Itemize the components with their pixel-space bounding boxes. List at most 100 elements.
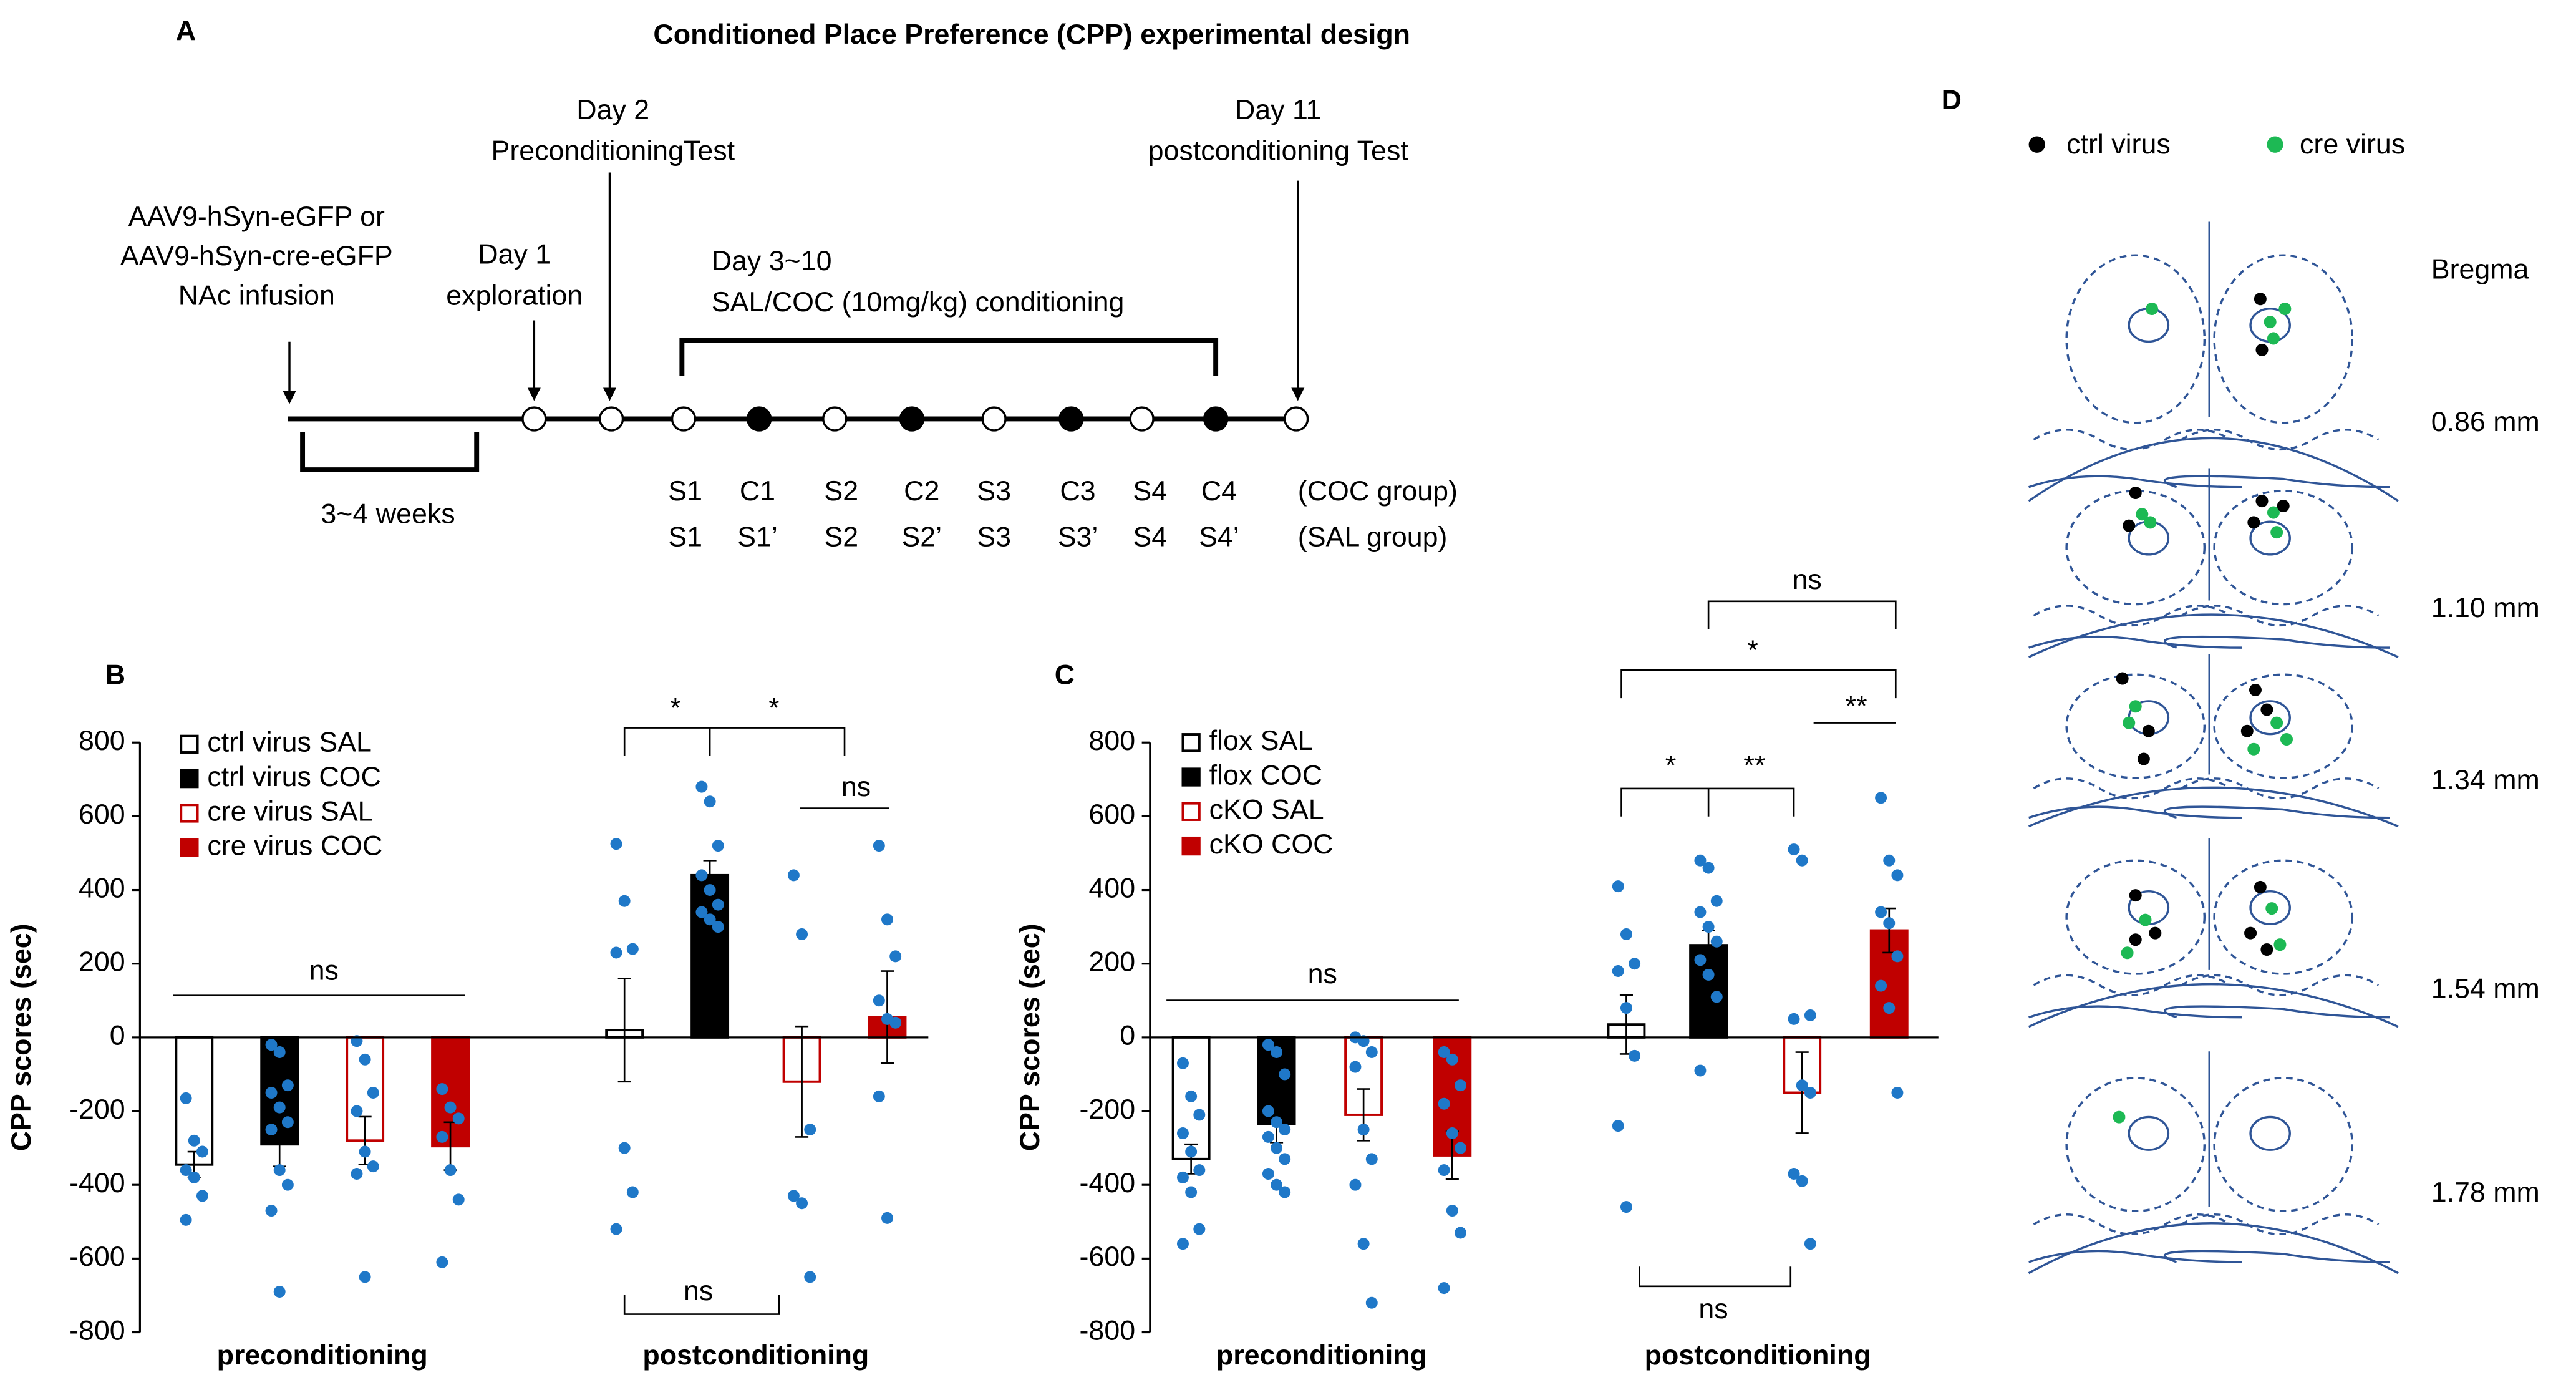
data-point	[1702, 968, 1715, 981]
y-tick-label: 800	[79, 725, 125, 756]
group-label: (SAL group)	[1298, 522, 1448, 553]
data-point	[796, 928, 808, 940]
data-point	[359, 1053, 371, 1066]
significance-bracket	[623, 1294, 780, 1315]
tract-outline	[2033, 974, 2232, 996]
placement-dot	[2249, 683, 2262, 696]
timeline-note: Day 2	[576, 94, 649, 125]
data-point	[265, 1039, 278, 1051]
timeline-node	[899, 406, 925, 432]
significance-label: ns	[1698, 1293, 1728, 1324]
data-point	[1694, 906, 1707, 918]
y-tick-label: 400	[79, 872, 125, 903]
data-point	[1891, 869, 1904, 882]
legend-swatch	[180, 734, 199, 754]
timeline-node	[521, 406, 547, 432]
data-point	[1176, 1127, 1189, 1139]
placement-dot	[2240, 724, 2254, 737]
timeline-note: PreconditioningTest	[491, 135, 735, 167]
session-label: S4	[1133, 522, 1167, 553]
data-point	[359, 1145, 371, 1158]
legend-swatch	[180, 838, 199, 857]
data-point	[281, 1116, 294, 1129]
significance-label: ns	[684, 1275, 713, 1306]
data-point	[704, 795, 716, 808]
legend-swatch	[1181, 836, 1201, 856]
data-point	[1438, 1046, 1450, 1058]
data-point	[1455, 1079, 1466, 1092]
significance-label: *	[1747, 634, 1758, 666]
data-point	[889, 950, 902, 963]
y-tick-label: -600	[1080, 1241, 1136, 1272]
placement-dot	[2247, 516, 2260, 529]
placement-dot	[2277, 500, 2290, 513]
data-point	[712, 921, 724, 933]
data-point	[1357, 1238, 1370, 1250]
significance-label: ns	[309, 955, 339, 986]
data-point	[1438, 1097, 1450, 1110]
placement-dot	[2144, 516, 2157, 529]
data-point	[695, 906, 708, 918]
timeline-node	[981, 406, 1007, 432]
data-point	[889, 1016, 902, 1029]
data-point	[1357, 1124, 1370, 1136]
data-point	[1788, 1013, 1800, 1025]
arrow-head	[603, 387, 617, 401]
data-point	[281, 1079, 294, 1092]
legend-label: ctrl virus	[2066, 129, 2171, 160]
data-point	[1788, 843, 1800, 856]
cortex-outline	[2028, 805, 2242, 819]
nucleus-outline	[2065, 1077, 2206, 1212]
tract-outline	[2033, 1213, 2232, 1235]
data-point	[610, 946, 622, 959]
data-point	[1262, 1105, 1274, 1117]
ventricle	[2128, 1115, 2170, 1151]
placement-dot	[2139, 913, 2152, 926]
midline	[2028, 221, 2399, 502]
session-label: C3	[1060, 475, 1095, 507]
data-point	[1193, 1164, 1206, 1177]
data-point	[1262, 1130, 1274, 1143]
ventricle	[2249, 700, 2291, 736]
session-label: C2	[904, 475, 939, 507]
panel-label: D	[1942, 84, 1962, 115]
data-point	[444, 1164, 457, 1177]
data-point	[1804, 1009, 1816, 1021]
data-point	[704, 913, 716, 926]
x-category-label: preconditioning	[217, 1339, 428, 1371]
group-label: (COC group)	[1298, 475, 1458, 507]
data-point	[1620, 1201, 1632, 1213]
data-point	[180, 1164, 192, 1177]
data-point	[1891, 950, 1904, 963]
data-point	[804, 1124, 816, 1136]
data-point	[1694, 1064, 1707, 1077]
data-point	[1883, 1002, 1896, 1014]
data-point	[1804, 1238, 1816, 1250]
session-label: C1	[740, 475, 775, 507]
data-point	[1279, 1186, 1291, 1198]
timeline-note: Day 11	[1235, 94, 1321, 125]
session-label: S2	[824, 522, 858, 553]
significance-label: ns	[1308, 958, 1337, 989]
data-point	[1193, 1109, 1206, 1121]
y-axis-label: CPP scores (sec)	[6, 923, 37, 1151]
nucleus-outline	[2065, 859, 2206, 975]
data-point	[1438, 1282, 1450, 1295]
data-point	[626, 1186, 639, 1198]
error-bar	[795, 1025, 809, 1138]
session-label: S1’	[737, 522, 778, 553]
midline	[2028, 837, 2399, 1028]
data-point	[873, 840, 885, 852]
data-point	[436, 1130, 448, 1143]
session-label: S4	[1133, 475, 1167, 507]
nucleus-outline	[2213, 1077, 2354, 1212]
data-point	[1185, 1090, 1198, 1102]
session-label: S3	[977, 475, 1011, 507]
panel-label: B	[105, 659, 125, 691]
data-point	[1271, 1178, 1283, 1191]
data-point	[265, 1205, 278, 1217]
data-point	[881, 913, 893, 926]
tract-outline	[2181, 1213, 2380, 1235]
data-point	[1612, 1120, 1624, 1132]
data-point	[1262, 1168, 1274, 1180]
